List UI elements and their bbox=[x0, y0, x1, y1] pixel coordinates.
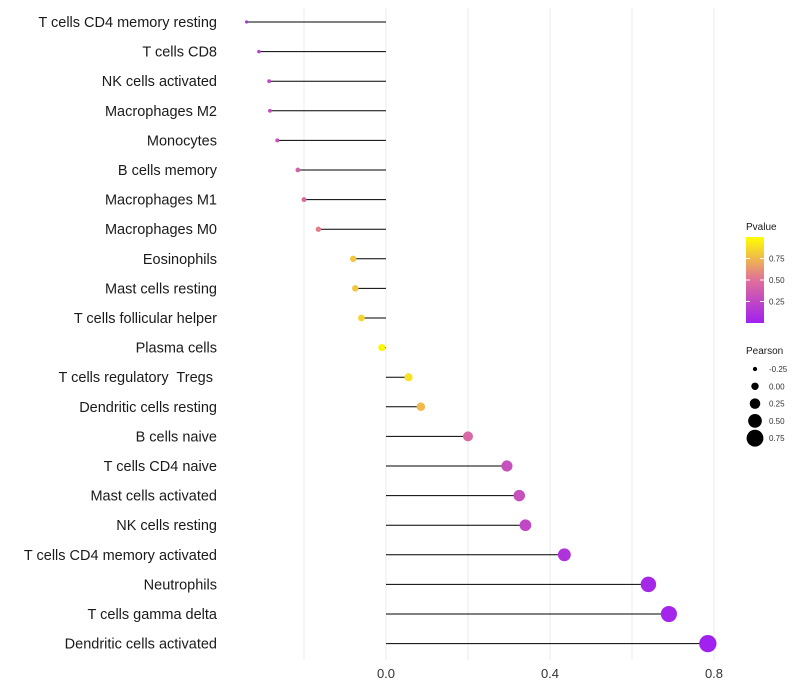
lollipop-point bbox=[315, 226, 322, 232]
colorbar-tick-label: 0.75 bbox=[769, 255, 785, 264]
category-label: Dendritic cells resting bbox=[79, 400, 217, 416]
category-labels: T cells CD4 memory resting T cells CD8 NK … bbox=[24, 15, 218, 653]
size-legend-key bbox=[752, 366, 758, 372]
lollipop-stems bbox=[246, 21, 708, 645]
category-label: T cells CD4 naive bbox=[104, 459, 217, 475]
category-label: Macrophages M0 bbox=[105, 222, 217, 238]
lollipop-point bbox=[699, 634, 717, 653]
category-label: NK cells activated bbox=[102, 74, 217, 90]
category-label: Eosinophils bbox=[143, 252, 217, 268]
lollipop-point bbox=[301, 197, 307, 203]
category-label: T cells CD4 memory resting bbox=[38, 15, 217, 31]
x-tick-label: 0.8 bbox=[705, 666, 723, 681]
size-legend-key bbox=[746, 429, 764, 447]
lollipop-point bbox=[640, 576, 657, 593]
category-label: Dendritic cells activated bbox=[65, 637, 217, 653]
lollipop-point bbox=[463, 431, 473, 442]
category-label: NK cells resting bbox=[116, 518, 217, 534]
lollipop-point bbox=[257, 49, 261, 54]
x-axis-ticks: 0.0 0.4 0.8 bbox=[377, 666, 723, 681]
category-label: T cells CD8 bbox=[142, 45, 217, 61]
lollipop-point bbox=[416, 402, 426, 412]
category-label: Neutrophils bbox=[144, 577, 217, 593]
size-legend-key bbox=[748, 414, 762, 428]
size-legend-label: 0.75 bbox=[769, 434, 785, 443]
lollipop-point bbox=[245, 20, 249, 24]
lollipop-point bbox=[268, 108, 272, 113]
category-label: Macrophages M1 bbox=[105, 193, 217, 209]
size-legend-label: 0.25 bbox=[769, 400, 785, 409]
category-label: T cells follicular helper bbox=[74, 311, 217, 327]
lollipop-points bbox=[245, 20, 717, 653]
lollipop-point bbox=[519, 519, 532, 532]
lollipop-point bbox=[404, 373, 413, 382]
category-label: B cells naive bbox=[136, 429, 217, 445]
lollipop-point bbox=[267, 79, 272, 84]
lollipop-point bbox=[275, 138, 280, 143]
pvalue-legend-ticks: 0.25 0.50 0.75 bbox=[746, 255, 785, 307]
size-legend-label: 0.00 bbox=[769, 382, 785, 391]
category-label: Macrophages M2 bbox=[105, 104, 217, 120]
lollipop-point bbox=[349, 255, 357, 263]
category-label: Mast cells activated bbox=[90, 489, 217, 505]
lollipop-point bbox=[295, 167, 301, 173]
pvalue-legend-title: Pvalue bbox=[746, 222, 777, 233]
pearson-legend-title: Pearson bbox=[746, 346, 783, 357]
category-label: T cells CD4 memory activated bbox=[24, 548, 217, 564]
lollipop-point bbox=[513, 489, 526, 502]
colorbar-tick-label: 0.25 bbox=[769, 298, 785, 307]
size-legend-key bbox=[749, 398, 761, 409]
lollipop-point bbox=[378, 343, 386, 352]
size-legend-label: -0.25 bbox=[769, 365, 788, 374]
category-label: B cells memory bbox=[118, 163, 218, 179]
legends: Pvalue 0.25 0.50 0.75 Pearson -0.25 0.00 0.2… bbox=[746, 222, 788, 447]
x-tick-label: 0.0 bbox=[377, 666, 395, 681]
size-legend-key bbox=[751, 382, 759, 391]
lollipop-point bbox=[352, 285, 359, 292]
category-label: Monocytes bbox=[147, 133, 217, 149]
grid-lines bbox=[303, 8, 715, 660]
category-label: Plasma cells bbox=[136, 341, 217, 357]
pvalue-colorbar bbox=[746, 237, 764, 323]
category-label: Mast cells resting bbox=[105, 281, 217, 297]
category-label: T cells gamma delta bbox=[88, 607, 218, 623]
lollipop-point bbox=[501, 460, 513, 472]
lollipop-point bbox=[557, 548, 571, 562]
category-label: T cells regulatory Tregs bbox=[59, 370, 218, 386]
lollipop-point bbox=[660, 605, 677, 623]
x-tick-label: 0.4 bbox=[541, 666, 559, 681]
lollipop-point bbox=[358, 314, 365, 322]
colorbar-tick-label: 0.50 bbox=[769, 276, 785, 285]
pearson-legend-keys: -0.25 0.00 0.25 0.50 0.75 bbox=[746, 365, 788, 447]
size-legend-label: 0.50 bbox=[769, 417, 785, 426]
